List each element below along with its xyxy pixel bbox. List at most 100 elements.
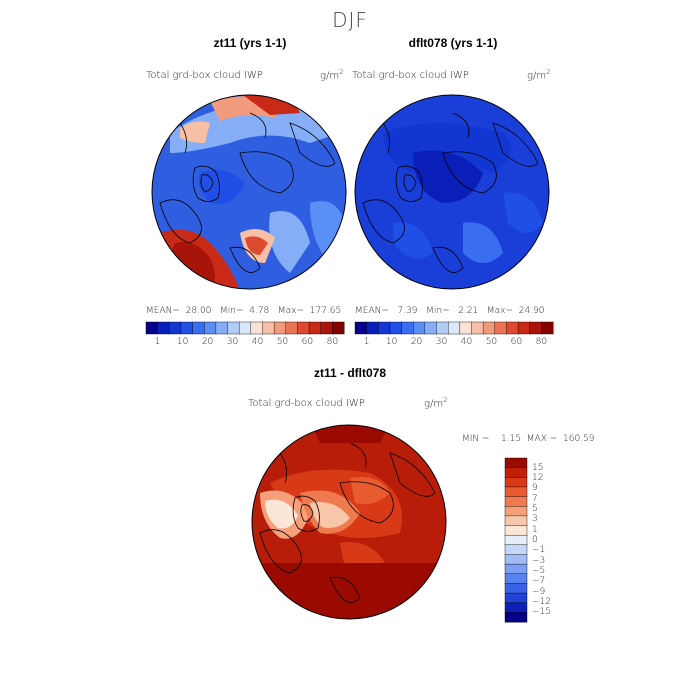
panel-2-colorbar-swatch <box>459 321 472 335</box>
diff-min: 1.15 <box>501 434 522 444</box>
diff-min-label: MIN = <box>462 434 490 444</box>
panel-2-colorbar-swatch <box>424 321 438 335</box>
panel-2-colorbar-swatch <box>529 321 542 335</box>
diff-colorbar-tick-label: −1 <box>532 545 546 556</box>
panel-1-colorbar-swatch <box>273 321 287 335</box>
panel-1-units-exp: 2 <box>339 68 344 76</box>
panel-2-colorbar-tick-label: 1 <box>363 337 370 347</box>
panel-1-colorbar-swatch <box>262 321 275 335</box>
panel-2-mean-label: MEAN= <box>355 306 389 316</box>
panel-2-colorbar-tick-label: 10 <box>385 337 398 347</box>
panel-2-colorbar-tick-label: 80 <box>535 337 548 347</box>
diff-colorbar-swatch <box>504 525 528 536</box>
panel-2-colorbar-tick-label: 40 <box>460 337 473 347</box>
panel-2-colorbar-swatch <box>354 321 368 335</box>
panel-1-colorbar-swatch <box>192 321 205 335</box>
diff-colorbar-swatch <box>504 467 528 478</box>
diff-colorbar-swatch <box>504 554 528 565</box>
panel-2-colorbar-swatch <box>471 321 484 335</box>
panel-2-min-label: Min= <box>426 306 450 316</box>
panel-2-polar-map <box>354 94 550 290</box>
diff-colorbar-tick-label: −3 <box>532 555 546 566</box>
panel-1-variable: Total grd-box cloud IWP <box>146 70 263 81</box>
diff-colorbar-swatch <box>504 563 528 575</box>
panel-1-colorbar-swatch <box>215 321 229 335</box>
diff-colorbar-tick-label: 3 <box>532 514 538 525</box>
diff-polar-map <box>251 424 447 620</box>
panel-1-min: 4.78 <box>249 306 270 316</box>
panel-1-mean-label: MEAN= <box>146 306 180 316</box>
panel-2-colorbar-swatch <box>401 321 414 335</box>
diff-colorbar-tick-label: −9 <box>532 586 546 597</box>
diff-colorbar-tick-label: 12 <box>532 472 544 483</box>
panel-1-max-label: Max= <box>277 306 305 316</box>
panel-2-colorbar-swatch <box>389 321 403 335</box>
panel-2-colorbar-swatch <box>482 321 496 335</box>
diff-colorbar-tick-label: −7 <box>532 576 546 587</box>
diff-colorbar-swatch <box>504 496 528 507</box>
diff-max: 160.59 <box>563 434 595 444</box>
panel-2-colorbar-ticks: 1 10 20 30 40 50 60 80 <box>355 337 553 349</box>
diff-colorbar-tick-label: 0 <box>532 535 538 545</box>
panel-1-stats: MEAN= 28.00 Min= 4.78 Max= 177.65 <box>146 306 341 316</box>
panel-2-colorbar-tick-label: 20 <box>410 337 423 347</box>
panel-1-colorbar-swatch <box>169 321 182 335</box>
panel-2-colorbar-tick-label: 30 <box>435 337 448 347</box>
panel-2-colorbar-swatch <box>517 321 531 335</box>
panel-2-mean: 7.39 <box>397 306 418 316</box>
panel-2-colorbar-swatch <box>378 321 391 335</box>
panel-1-colorbar-swatch <box>157 321 170 335</box>
panel-1-min-label: Min= <box>219 306 244 316</box>
diff-colorbar-swatch <box>504 486 528 498</box>
panel-1-units-base: g/m <box>320 70 340 82</box>
panel-2-max-label: Max= <box>486 306 514 316</box>
panel-2-variable: Total grd-box cloud IWP <box>352 70 469 81</box>
panel-1-colorbar-tick-label: 80 <box>326 337 339 347</box>
panel-1-colorbar-swatch <box>145 321 159 335</box>
diff-colorbar-tick-label: 5 <box>532 503 538 514</box>
diff-stats: MIN = 1.15 MAX = 160.59 <box>462 434 595 444</box>
diff-colorbar-swatch <box>504 602 528 613</box>
panel-2-units-base: g/m <box>527 70 547 82</box>
diff-title: zt11 - dflt078 <box>313 366 387 380</box>
diff-colorbar-swatch <box>504 592 528 604</box>
panel-2-units-exp: 2 <box>546 68 551 76</box>
diff-variable: Total grd-box cloud IWP <box>248 398 365 409</box>
panel-2-max: 24.90 <box>518 306 545 316</box>
panel-1-colorbar <box>145 321 345 335</box>
panel-1-colorbar-swatch <box>238 321 252 335</box>
figure-title: DJF <box>332 8 368 32</box>
diff-colorbar-tick-label: −12 <box>532 597 551 608</box>
panel-1-colorbar-swatch <box>332 321 345 335</box>
panel-2-colorbar-swatch <box>447 321 461 335</box>
panel-1-colorbar-swatch <box>320 321 333 335</box>
panel-1-mean: 28.00 <box>185 306 212 316</box>
diff-colorbar-swatch <box>504 477 528 488</box>
panel-2-stats: MEAN= 7.39 Min= 2.21 Max= 24.90 <box>355 306 545 316</box>
panel-1-colorbar-swatch <box>285 321 298 335</box>
panel-2-colorbar-swatch <box>413 321 426 335</box>
panel-2-colorbar-tick-label: 50 <box>485 337 498 347</box>
diff-colorbar-swatch <box>504 583 528 594</box>
diff-units: g/m2 <box>424 396 448 409</box>
panel-1-colorbar-tick-label: 20 <box>201 337 214 347</box>
panel-1-max: 177.65 <box>309 306 342 316</box>
panel-1-colorbar-tick-label: 60 <box>301 337 314 347</box>
panel-1-colorbar-swatch <box>227 321 240 335</box>
diff-colorbar-swatch <box>504 534 528 546</box>
diff-colorbar-tick-label: 9 <box>532 483 538 494</box>
panel-2-colorbar-swatch <box>436 321 449 335</box>
panel-2-colorbar-swatch <box>541 321 554 335</box>
panel-1-colorbar-tick-label: 40 <box>251 337 264 347</box>
panel-2-min: 2.21 <box>458 306 479 316</box>
diff-colorbar-tick-label: −5 <box>532 566 546 576</box>
diff-colorbar-tick-label: 15 <box>532 462 544 473</box>
diff-colorbar-swatch <box>504 457 528 469</box>
panel-2-title: dflt078 (yrs 1-1) <box>408 36 498 50</box>
diff-max-label: MAX = <box>526 434 558 444</box>
panel-1-colorbar-tick-label: 30 <box>226 337 239 347</box>
diff-colorbar <box>504 457 528 623</box>
panel-1-colorbar-swatch <box>308 321 322 335</box>
diff-colorbar-tick-label: −15 <box>532 607 551 618</box>
